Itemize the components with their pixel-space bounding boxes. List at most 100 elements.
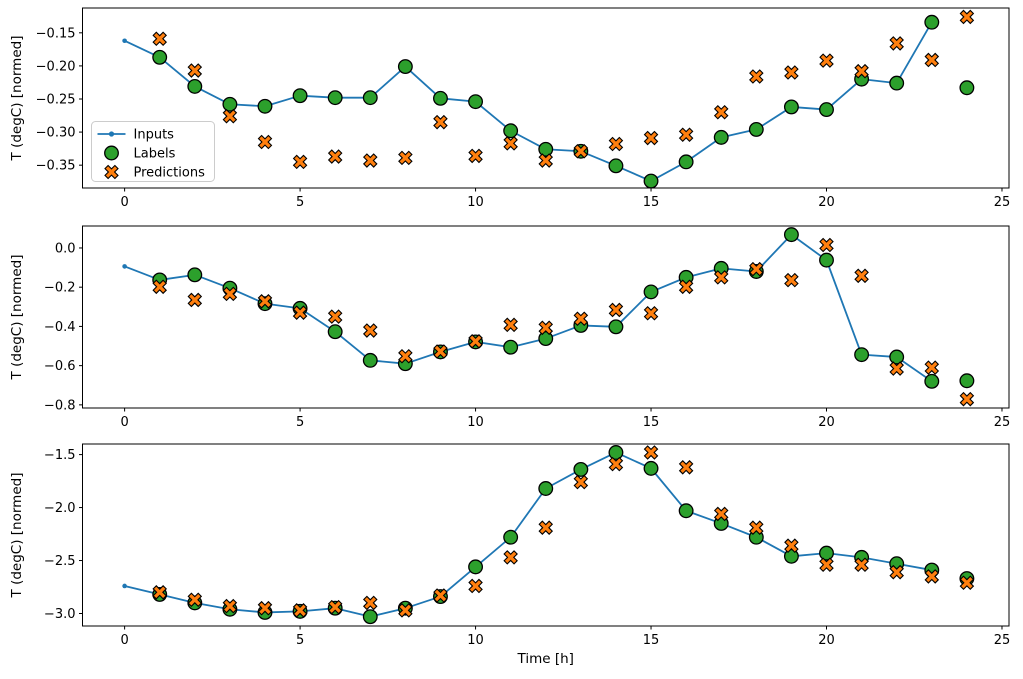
legend: Inputs Labels Predictions [91, 121, 215, 182]
legend-predictions-marker-sample [104, 164, 119, 180]
prediction-point [678, 279, 694, 295]
label-point [783, 227, 799, 243]
label-point [783, 99, 799, 115]
prediction-point [222, 108, 238, 124]
prediction-point [538, 520, 554, 535]
label-point [538, 331, 554, 347]
prediction-point [713, 270, 729, 285]
y-tick-label: 0.0 [55, 241, 76, 256]
prediction-point [854, 268, 869, 284]
prediction-point [503, 317, 518, 333]
legend-label-inputs: Inputs [134, 128, 175, 143]
prediction-point [784, 65, 799, 80]
label-point [713, 129, 729, 145]
prediction-point [327, 599, 343, 615]
x-tick-label: 25 [994, 195, 1011, 210]
y-tick-label: −0.20 [36, 59, 76, 74]
prediction-point [398, 150, 413, 166]
prediction-point [398, 603, 413, 618]
x-tick-label: 0 [120, 195, 128, 210]
prediction-point [398, 348, 413, 364]
prediction-point [362, 595, 378, 611]
prediction-point [678, 460, 694, 475]
predictions-markers [152, 9, 975, 170]
label-point [292, 88, 308, 104]
label-point [538, 141, 554, 157]
prediction-point [573, 143, 589, 159]
label-point [222, 96, 238, 112]
prediction-point [468, 334, 483, 349]
x-axis-label: Time [h] [517, 651, 574, 667]
y-tick-label: −0.15 [36, 26, 76, 41]
y-axis-label: T (degC) [normed] [9, 255, 25, 381]
prediction-point [292, 305, 308, 320]
prediction-point [678, 127, 694, 143]
prediction-point [608, 456, 624, 472]
prediction-point [608, 136, 624, 152]
prediction-point [362, 153, 378, 168]
prediction-point [292, 154, 308, 170]
prediction-point [433, 344, 448, 359]
prediction-point [924, 52, 940, 68]
prediction-point [468, 148, 483, 164]
prediction-point [503, 550, 518, 565]
y-tick-label: −0.8 [44, 398, 76, 413]
label-point [889, 349, 905, 365]
label-point [187, 78, 203, 94]
prediction-point [327, 309, 343, 324]
y-axis-ticks: −0.15 −0.20 −0.25 −0.30 −0.35 [36, 26, 83, 174]
label-point [819, 252, 834, 268]
y-axis-ticks: −1.5 −2.0 −2.5 −3.0 [44, 448, 83, 622]
y-tick-label: −2.0 [44, 501, 76, 516]
subplot-1: 0 5 10 15 20 25 −0.15 −0.20 −0.25 −0.30 −0.35 T (de… [9, 7, 1010, 210]
inputs-point [122, 583, 127, 589]
prediction-point [608, 302, 624, 318]
subplot-2: 0 5 10 15 20 25 0.0 −0.2 −0.4 −0.6 −0.8 T (degC) [n… [9, 225, 1010, 430]
label-point [538, 481, 554, 496]
x-tick-label: 5 [296, 633, 304, 648]
label-point [678, 154, 694, 170]
x-axis-ticks: 0 5 10 15 20 25 [120, 408, 1010, 430]
label-point [503, 339, 519, 355]
prediction-point [327, 149, 343, 164]
axes-frame [82, 443, 1010, 627]
legend-label-predictions: Predictions [134, 166, 206, 181]
label-point [608, 158, 624, 174]
label-point [748, 121, 764, 137]
inputs-point [122, 264, 127, 269]
x-tick-label: 10 [467, 415, 484, 430]
prediction-point [257, 294, 273, 309]
label-point [959, 373, 975, 389]
y-tick-label: −0.6 [44, 359, 76, 374]
prediction-point [819, 557, 834, 573]
x-tick-label: 0 [120, 415, 128, 430]
prediction-point [749, 261, 764, 277]
y-axis-label: T (degC) [normed] [9, 36, 25, 162]
prediction-point [573, 474, 589, 490]
y-tick-label: −0.25 [36, 92, 76, 107]
prediction-point [503, 136, 518, 151]
y-tick-label: −0.2 [44, 281, 76, 296]
prediction-point [889, 361, 904, 376]
x-axis-ticks: 0 5 10 15 20 25 [120, 188, 1010, 210]
prediction-point [643, 305, 659, 321]
label-point [362, 90, 378, 106]
prediction-point [433, 588, 448, 603]
predictions-markers [152, 445, 975, 618]
prediction-point [257, 600, 273, 616]
legend-box [91, 121, 215, 182]
y-tick-label: −0.30 [36, 126, 76, 141]
x-tick-label: 5 [296, 195, 304, 210]
x-tick-label: 10 [467, 633, 484, 648]
x-tick-label: 10 [467, 195, 484, 210]
x-tick-label: 20 [818, 415, 835, 430]
label-point [257, 98, 273, 114]
prediction-point [924, 569, 940, 584]
prediction-point [362, 323, 378, 338]
prediction-point [152, 279, 167, 295]
label-point [503, 123, 519, 139]
x-tick-label: 15 [643, 633, 660, 648]
label-point [959, 80, 975, 96]
